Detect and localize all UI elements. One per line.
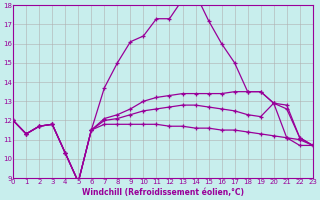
X-axis label: Windchill (Refroidissement éolien,°C): Windchill (Refroidissement éolien,°C) xyxy=(82,188,244,197)
